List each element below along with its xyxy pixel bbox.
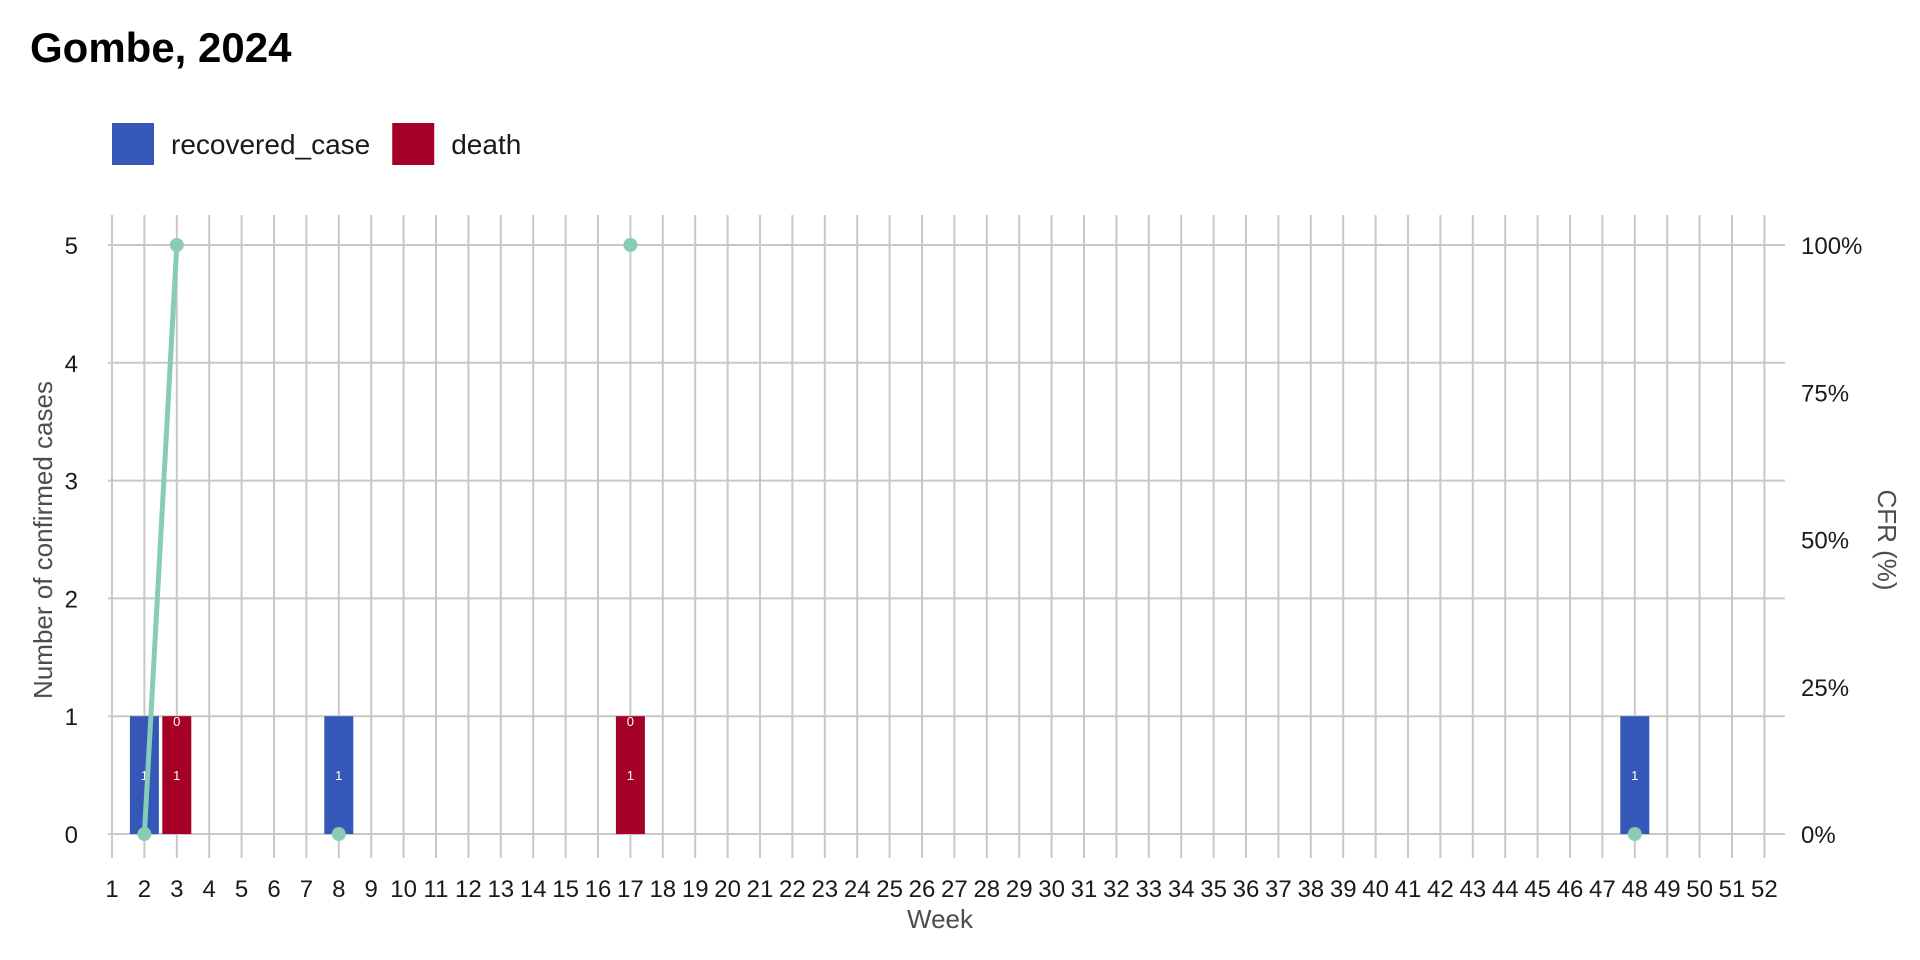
x-tick-label: 48 bbox=[1621, 876, 1648, 903]
x-tick-label: 25 bbox=[876, 876, 903, 903]
y2-tick-label: 25% bbox=[1801, 675, 1849, 702]
y-tick-label: 0 bbox=[65, 822, 78, 849]
x-tick-label: 18 bbox=[649, 876, 676, 903]
x-tick-label: 13 bbox=[487, 876, 514, 903]
x-tick-label: 15 bbox=[552, 876, 579, 903]
bar-label: 1 bbox=[141, 768, 148, 783]
bar-label: 1 bbox=[173, 768, 180, 783]
legend-swatch-death bbox=[392, 123, 435, 165]
x-tick-label: 35 bbox=[1200, 876, 1227, 903]
x-axis-title: Week bbox=[907, 904, 974, 934]
x-tick-label: 5 bbox=[235, 876, 248, 903]
x-tick-label: 27 bbox=[941, 876, 968, 903]
bar-death-week-17 bbox=[615, 716, 645, 834]
x-tick-label: 32 bbox=[1103, 876, 1130, 903]
x-tick-label: 1 bbox=[105, 876, 118, 903]
x-tick-label: 44 bbox=[1492, 876, 1519, 903]
x-tick-label: 43 bbox=[1459, 876, 1486, 903]
x-tick-label: 49 bbox=[1654, 876, 1681, 903]
x-tick-label: 30 bbox=[1038, 876, 1065, 903]
y-tick-label: 5 bbox=[65, 233, 78, 260]
x-tick-label: 38 bbox=[1297, 876, 1324, 903]
x-tick-label: 17 bbox=[617, 876, 644, 903]
x-tick-label: 24 bbox=[844, 876, 871, 903]
grid bbox=[108, 215, 1785, 858]
y2-tick-label: 0% bbox=[1801, 822, 1836, 849]
x-tick-label: 7 bbox=[300, 876, 313, 903]
bar-death-week-3 bbox=[162, 716, 192, 834]
y2-axis-title: CFR (%) bbox=[1872, 489, 1902, 590]
x-tick-label: 6 bbox=[267, 876, 280, 903]
bar-label: 1 bbox=[627, 768, 634, 783]
x-tick-label: 28 bbox=[973, 876, 1000, 903]
bar-top-label: 0 bbox=[627, 714, 634, 729]
cfr-point-week-2 bbox=[137, 827, 152, 841]
x-tick-label: 2 bbox=[138, 876, 151, 903]
x-tick-label: 36 bbox=[1233, 876, 1260, 903]
x-tick-label: 19 bbox=[682, 876, 709, 903]
cfr-point-week-3 bbox=[169, 238, 184, 252]
y-axis-title: Number of confirmed cases bbox=[28, 381, 58, 699]
bar-recovered_case-week-48 bbox=[1620, 716, 1650, 834]
x-tick-label: 20 bbox=[714, 876, 741, 903]
x-tick-label: 45 bbox=[1524, 876, 1551, 903]
x-tick-label: 40 bbox=[1362, 876, 1389, 903]
x-tick-label: 42 bbox=[1427, 876, 1454, 903]
bar-recovered_case-week-8 bbox=[324, 716, 354, 834]
x-tick-label: 22 bbox=[779, 876, 806, 903]
x-tick-label: 29 bbox=[1006, 876, 1033, 903]
y-tick-label: 4 bbox=[65, 351, 78, 378]
y-tick-label: 2 bbox=[65, 586, 78, 613]
x-tick-label: 3 bbox=[170, 876, 183, 903]
legend: recovered_case death bbox=[112, 123, 521, 165]
x-tick-label: 50 bbox=[1686, 876, 1713, 903]
bar-label: 1 bbox=[335, 768, 342, 783]
y2-tick-label: 75% bbox=[1801, 380, 1849, 407]
x-tick-label: 47 bbox=[1589, 876, 1616, 903]
x-tick-label: 31 bbox=[1071, 876, 1098, 903]
x-tick-label: 21 bbox=[747, 876, 774, 903]
cfr-point-week-17 bbox=[623, 238, 638, 252]
y2-tick-label: 100% bbox=[1801, 233, 1862, 260]
x-tick-label: 10 bbox=[390, 876, 417, 903]
x-tick-label: 14 bbox=[520, 876, 547, 903]
x-tick-label: 41 bbox=[1395, 876, 1422, 903]
x-tick-label: 8 bbox=[332, 876, 345, 903]
bar-label: 1 bbox=[1631, 768, 1638, 783]
legend-label-death: death bbox=[451, 129, 521, 160]
cfr-series bbox=[137, 238, 1642, 841]
y-tick-label: 1 bbox=[65, 704, 78, 731]
cfr-point-week-48 bbox=[1627, 827, 1642, 841]
x-tick-label: 11 bbox=[424, 876, 449, 903]
x-tick-label: 16 bbox=[585, 876, 612, 903]
x-tick-label: 46 bbox=[1557, 876, 1584, 903]
x-tick-label: 52 bbox=[1751, 876, 1778, 903]
x-tick-label: 37 bbox=[1265, 876, 1292, 903]
x-tick-label: 23 bbox=[811, 876, 838, 903]
x-tick-label: 39 bbox=[1330, 876, 1357, 903]
legend-label-recovered_case: recovered_case bbox=[171, 129, 370, 160]
x-tick-label: 33 bbox=[1135, 876, 1162, 903]
x-tick-label: 34 bbox=[1168, 876, 1195, 903]
x-tick-label: 9 bbox=[365, 876, 378, 903]
x-tick-label: 12 bbox=[455, 876, 482, 903]
x-tick-label: 4 bbox=[203, 876, 216, 903]
y-tick-label: 3 bbox=[65, 469, 78, 496]
y2-tick-label: 50% bbox=[1801, 528, 1849, 555]
cfr-point-week-8 bbox=[331, 827, 346, 841]
chart-title: Gombe, 2024 bbox=[30, 24, 292, 71]
x-tick-label: 51 bbox=[1719, 876, 1746, 903]
legend-swatch-recovered_case bbox=[112, 123, 154, 165]
bar-top-label: 0 bbox=[173, 714, 180, 729]
cfr-line bbox=[141, 242, 180, 837]
x-tick-label: 26 bbox=[909, 876, 936, 903]
